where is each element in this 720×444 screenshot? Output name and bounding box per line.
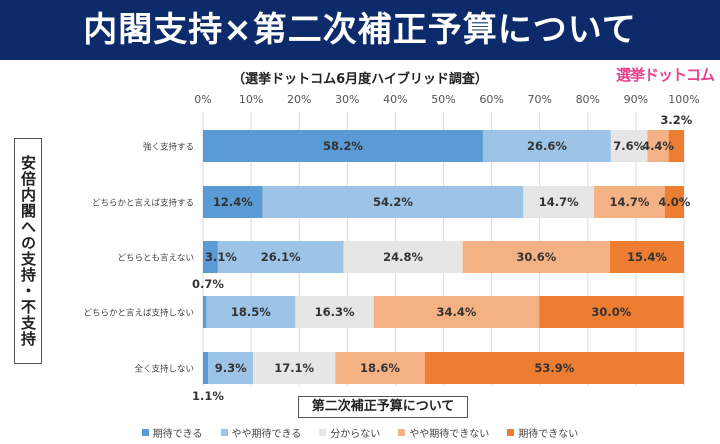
data-label: 58.2%	[323, 139, 363, 153]
bar-segment	[462, 241, 610, 273]
legend-label: やや期待できる	[231, 428, 302, 440]
legend-item: 分からない	[319, 425, 380, 440]
data-label: 34.4%	[437, 305, 477, 319]
bar-segment	[373, 296, 540, 328]
data-label: 14.7%	[609, 195, 649, 209]
x-tick-label: 70%	[527, 93, 551, 106]
data-label: 3.2%	[660, 113, 692, 127]
bar-segment	[664, 186, 684, 218]
data-label: 9.3%	[215, 361, 247, 375]
data-label: 30.6%	[516, 250, 556, 264]
y-axis-title: 安倍内閣への支持・不支持	[19, 155, 37, 347]
bar-segment	[206, 296, 296, 328]
bar-segment	[523, 186, 595, 218]
category-label: 全く支持しない	[134, 364, 194, 375]
data-label: 16.3%	[315, 305, 355, 319]
category-label: どちらかと言えば支持する	[92, 198, 194, 209]
bar-segment	[668, 130, 684, 162]
legend-item: 期待できない	[507, 425, 578, 440]
x-tick-label: 20%	[287, 93, 311, 106]
data-label: 17.1%	[274, 361, 314, 375]
legend-swatch	[398, 428, 406, 436]
legend: 期待できる やや期待できる 分からない やや期待できない 期待できない	[0, 424, 720, 440]
bar-segment	[610, 130, 648, 162]
bar-segment	[609, 241, 684, 273]
legend-swatch	[220, 428, 228, 436]
data-label: 4.0%	[658, 195, 690, 209]
bar-segment	[203, 352, 209, 384]
bar-segment	[343, 241, 463, 273]
page-title: 内閣支持×第二次補正予算について	[83, 10, 637, 50]
x-tick-label: 30%	[335, 93, 359, 106]
x-tick-label: 60%	[479, 93, 503, 106]
data-label: 54.2%	[373, 195, 413, 209]
data-label: 14.7%	[539, 195, 579, 209]
bar-segment	[335, 352, 425, 384]
bar-segment	[647, 130, 669, 162]
bar-segment	[253, 352, 336, 384]
legend-swatch	[507, 428, 515, 436]
x-tick-label: 10%	[239, 93, 263, 106]
category-label: どちらかと言えば支持しない	[83, 308, 194, 319]
data-label: 0.7%	[192, 277, 224, 291]
data-label: 7.6%	[613, 139, 645, 153]
x-tick-label: 100%	[668, 93, 699, 106]
x-tick-label: 40%	[383, 93, 407, 106]
bar-segment	[539, 296, 684, 328]
legend-item: 期待できる	[141, 425, 203, 440]
data-label: 1.1%	[192, 389, 224, 403]
legend-label: 分からない	[330, 428, 381, 440]
data-label: 24.8%	[383, 250, 423, 264]
legend-label: 期待できる	[152, 428, 203, 440]
bar-segment	[203, 241, 218, 273]
legend-swatch	[141, 428, 149, 436]
brand-logo: 選挙ドットコム	[616, 66, 715, 84]
legend-swatch	[319, 428, 327, 436]
data-label: 30.0%	[591, 305, 631, 319]
x-tick-label: 0%	[194, 93, 211, 106]
data-label: 53.9%	[534, 361, 574, 375]
bar-segment	[594, 186, 665, 218]
bar-segment	[424, 352, 684, 384]
data-label: 18.6%	[360, 361, 400, 375]
legend-label: やや期待できない	[409, 428, 490, 440]
category-label: どちらとも言えない	[117, 253, 194, 264]
y-axis-title-box: 安倍内閣への支持・不支持	[14, 138, 42, 364]
bar-segment	[482, 130, 611, 162]
x-tick-label: 80%	[576, 93, 600, 106]
bar-segment	[203, 130, 483, 162]
legend-item: やや期待できる	[220, 425, 302, 440]
data-label: 12.4%	[213, 195, 253, 209]
bar-segment	[217, 241, 344, 273]
legend-label: 期待できない	[518, 428, 579, 440]
data-label: 26.6%	[527, 139, 567, 153]
chart-subtitle: （選挙ドットコム6月度ハイブリッド調査）	[232, 72, 488, 87]
title-banner: 内閣支持×第二次補正予算について	[0, 0, 720, 60]
data-label: 4.4%	[642, 139, 674, 153]
x-tick-label: 50%	[431, 93, 455, 106]
bar-segment	[208, 352, 254, 384]
data-label: 15.4%	[627, 250, 667, 264]
data-label: 18.5%	[231, 305, 271, 319]
bar-segment	[262, 186, 524, 218]
bar-segment	[295, 296, 374, 328]
bar-segment	[203, 296, 207, 328]
data-label: 26.1%	[261, 250, 301, 264]
legend-item: やや期待できない	[398, 425, 489, 440]
data-label: 3.1%	[205, 250, 237, 264]
x-axis-title: 第二次補正予算について	[298, 396, 468, 418]
bar-segment	[203, 186, 263, 218]
x-tick-label: 90%	[624, 93, 648, 106]
category-label: 強く支持する	[143, 142, 194, 153]
